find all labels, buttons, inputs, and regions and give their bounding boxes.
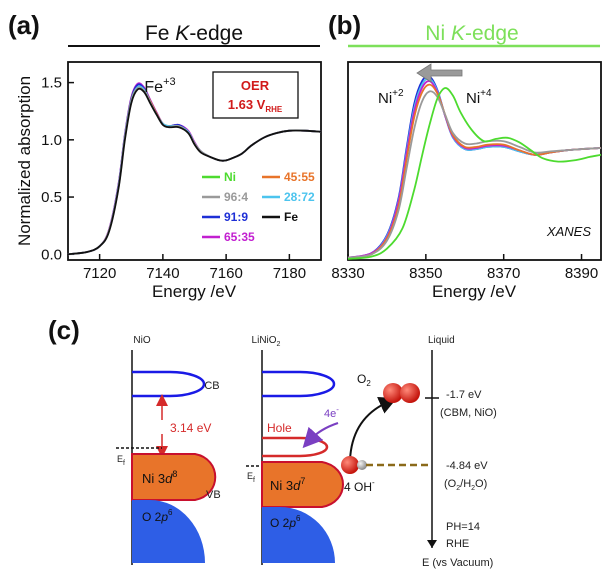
legend-label: Fe xyxy=(284,210,298,224)
x-tick-label: 8390 xyxy=(565,265,598,282)
x-tick-label: 7120 xyxy=(83,265,116,282)
plot-b-series xyxy=(347,75,602,260)
linio2-o2p-band xyxy=(262,507,335,563)
nio-cb-label: CB xyxy=(204,380,219,392)
x-tick-label: 7160 xyxy=(209,265,242,282)
oh-label: 4 OH- xyxy=(344,478,375,494)
electron-transfer-arrow-icon xyxy=(302,421,339,449)
plot-b-ticks: 8330 8350 8370 8390 xyxy=(331,254,598,282)
plot-a-legend: Ni 45:55 96:4 28:72 91:9 Fe 65:35 xyxy=(202,170,315,244)
liquid-header: Liquid xyxy=(428,335,455,346)
legend-label: 91:9 xyxy=(224,210,248,224)
linio2-hole-label: Hole xyxy=(267,421,292,435)
nio-fermi-label: Ef xyxy=(117,454,125,467)
oh-oxygen-atom-icon xyxy=(341,456,359,474)
x-tick-label: 8330 xyxy=(331,265,364,282)
linio2-ni3d-label: Ni 3d7 xyxy=(270,476,305,493)
plot-a-series xyxy=(67,82,322,256)
linio2-cb-band xyxy=(262,370,336,398)
nio-gap-value: 3.14 eV xyxy=(170,421,211,435)
y-tick-label: 0.5 xyxy=(41,189,62,206)
panel-a-title: Fe K-edge xyxy=(145,22,243,45)
nio-o2p-band xyxy=(132,500,205,563)
oxidation-arrow-icon xyxy=(349,397,398,461)
legend-label: 96:4 xyxy=(224,190,248,204)
fe3-peak-label: Fe+3 xyxy=(144,76,175,96)
panel-c-label: (c) xyxy=(48,315,80,345)
plot-a-frame xyxy=(67,61,322,261)
oer-label: OER xyxy=(241,78,270,93)
linio2-fermi-label: Ef xyxy=(247,471,255,484)
liquid-rhe-label: RHE xyxy=(446,538,469,550)
y-tick-label: 0.0 xyxy=(41,246,62,263)
panel-c: (c) NiO CB 3.14 eV Ef Ni 3d8 VB O 2p6 Li… xyxy=(48,315,497,569)
linio2-ni3d-band xyxy=(261,461,344,508)
plot-b-frame xyxy=(347,61,602,261)
y-tick-label: 1.0 xyxy=(41,132,62,149)
series-line-fe xyxy=(67,87,322,256)
plot-a-xlabel: Energy /eV xyxy=(152,282,237,301)
o2-label: O2 xyxy=(357,372,371,388)
legend-label: 28:72 xyxy=(284,190,315,204)
plot-b-xlabel: Energy /eV xyxy=(432,282,517,301)
series-line-trace-6 xyxy=(347,87,602,260)
series-line-trace-5 xyxy=(347,90,602,259)
x-tick-label: 8370 xyxy=(487,265,520,282)
panel-a-label: (a) xyxy=(8,10,40,40)
panel-a: (a) Fe K-edge 7120 7140 7160 7180 0.0 0.5 1.0 1… xyxy=(8,10,322,301)
y-tick-label: 1.5 xyxy=(41,75,62,92)
oer-box xyxy=(212,71,299,119)
oer-potential: 1.63 VRHE xyxy=(228,97,283,114)
nio-ni3d-band xyxy=(131,453,217,501)
xanes-label: XANES xyxy=(546,224,591,239)
linio2-hole-band xyxy=(262,436,329,458)
liquid-level-2-value: -4.84 eV xyxy=(446,460,488,472)
legend-label: 65:35 xyxy=(224,230,255,244)
ni2-label: Ni+2 xyxy=(378,88,404,107)
linio2-o2p-label: O 2p6 xyxy=(270,514,301,530)
liquid-level-2-note: (O2/H2O) xyxy=(444,478,487,492)
oh-hydrogen-atom-icon xyxy=(357,460,367,470)
nio-cb-band xyxy=(132,370,206,398)
liquid-level-1-note: (CBM, NiO) xyxy=(440,407,497,419)
x-tick-label: 7140 xyxy=(146,265,179,282)
series-line-trace-4 xyxy=(347,83,602,259)
nio-o2p-label: O 2p6 xyxy=(142,508,173,524)
liquid-axis-label: E (vs Vacuum) xyxy=(422,557,493,569)
plot-a-ylabel: Normalized absorption xyxy=(15,76,34,246)
linio2-header: LiNiO2 xyxy=(252,335,281,348)
o2-molecule-atom-2-icon xyxy=(400,383,420,403)
nio-header: NiO xyxy=(133,335,150,346)
panel-b-label: (b) xyxy=(328,10,361,40)
x-tick-label: 7180 xyxy=(273,265,306,282)
electron-count-label: 4e- xyxy=(324,405,339,420)
liquid-axis-arrow-icon xyxy=(427,540,437,548)
liquid-level-1-value: -1.7 eV xyxy=(446,389,482,401)
x-tick-label: 8350 xyxy=(409,265,442,282)
panel-b-title: Ni K-edge xyxy=(425,22,518,45)
liquid-ph-label: PH=14 xyxy=(446,521,480,533)
shift-arrow-icon xyxy=(416,63,463,83)
legend-label: Ni xyxy=(224,170,236,184)
plot-a-ticks: 7120 7140 7160 7180 0.0 0.5 1.0 1.5 xyxy=(41,75,306,282)
nio-vb-label: VB xyxy=(206,489,221,501)
nio-ni3d-label: Ni 3d8 xyxy=(142,469,177,486)
panel-b: (b) Ni K-edge 8330 8350 8370 8390 Ni+2 Ni+4… xyxy=(328,10,602,301)
legend-label: 45:55 xyxy=(284,170,315,184)
o2-molecule-atom-1-icon xyxy=(383,383,403,403)
ni4-label: Ni+4 xyxy=(466,88,492,107)
